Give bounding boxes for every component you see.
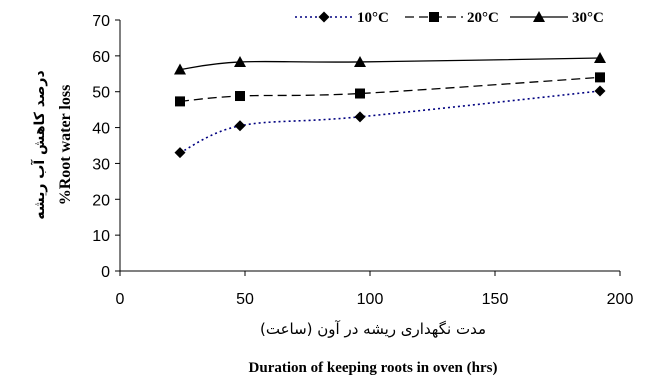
x-tick-label: 100 — [357, 291, 384, 308]
legend-label-3: 30°C — [572, 10, 604, 26]
data-point-series-2 — [175, 96, 185, 107]
data-point-series-1 — [234, 120, 246, 132]
legend: 10°C 20°C 30°C — [295, 10, 604, 26]
y-tick-label: 30 — [92, 156, 110, 173]
data-point-series-3 — [234, 55, 246, 67]
axes — [115, 19, 621, 276]
y-tick-label: 0 — [101, 264, 110, 281]
x-axis-label-farsi: مدت نگهداری ریشه در آون (ساعت) — [260, 320, 486, 338]
data-point-series-1 — [174, 147, 186, 159]
series-line-2 — [179, 76, 601, 103]
x-tick-label: 150 — [482, 291, 509, 308]
data-point-series-1 — [354, 111, 366, 123]
series-lines — [179, 57, 601, 154]
data-point-series-3 — [594, 52, 606, 64]
data-point-series-1 — [594, 85, 606, 97]
legend-label-1: 10°C — [357, 10, 389, 26]
data-point-series-3 — [174, 63, 186, 75]
x-tick-label: 50 — [236, 291, 254, 308]
y-tick-label: 60 — [92, 49, 110, 66]
y-tick-label: 40 — [92, 121, 110, 138]
series-line-1 — [179, 90, 601, 154]
series-markers — [174, 52, 606, 159]
data-point-series-2 — [595, 72, 605, 83]
data-point-series-2 — [235, 91, 245, 102]
x-axis-label: Duration of keeping roots in oven (hrs) — [249, 360, 498, 376]
legend-label-2: 20°C — [467, 10, 499, 26]
x-tick-label: 0 — [116, 291, 125, 308]
y-axis-label: %Root water loss — [57, 85, 74, 206]
y-tick-label: 50 — [92, 85, 110, 102]
legend-marker-2 — [429, 12, 439, 22]
y-tick-label: 20 — [92, 192, 110, 209]
legend-marker-1 — [318, 11, 330, 23]
data-point-series-2 — [355, 88, 365, 99]
x-tick-label: 200 — [607, 291, 634, 308]
y-tick-label: 10 — [92, 228, 110, 245]
y-axis-label-farsi: درصد کاهش آب ریشه — [30, 70, 48, 219]
y-tick-label: 70 — [92, 13, 110, 30]
legend-marker-3 — [533, 11, 545, 22]
tick-labels: 0 10 20 30 40 50 60 70 0 50 100 150 200 — [92, 13, 633, 308]
data-point-series-3 — [354, 55, 366, 67]
series-line-3 — [179, 57, 601, 71]
